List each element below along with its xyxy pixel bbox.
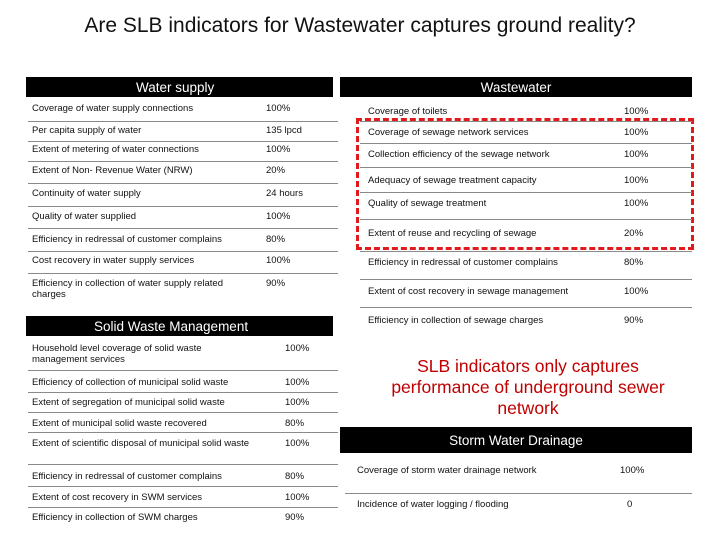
- swm-row-value: 100%: [285, 492, 310, 503]
- swm-row-label: Efficiency in collection of SWM charges: [32, 512, 198, 523]
- row-divider: [28, 161, 338, 162]
- swm-row-label: Extent of cost recovery in SWM services: [32, 492, 202, 503]
- sw-row-value: 0: [627, 499, 633, 510]
- row-divider: [360, 192, 692, 193]
- ww-row-label: Adequacy of sewage treatment capacity: [368, 175, 537, 186]
- row-divider: [360, 143, 692, 144]
- ws-row-label: Coverage of water supply connections: [32, 103, 194, 114]
- ws-row-value: 100%: [266, 211, 291, 222]
- ws-row-label: Per capita supply of water: [32, 125, 142, 136]
- ws-row-value: 135 lpcd: [266, 125, 302, 136]
- ws-row-label: Efficiency in collection of water supply…: [32, 278, 223, 300]
- ws-row-label: Efficiency in redressal of customer comp…: [32, 234, 222, 245]
- ww-row-value: 20%: [624, 228, 644, 239]
- row-divider: [28, 370, 338, 371]
- swm-row-label: Household level coverage of solid waste …: [32, 343, 202, 365]
- ww-row-value: 90%: [624, 315, 644, 326]
- ww-row-value: 100%: [624, 198, 649, 209]
- swm-row-value: 100%: [285, 343, 310, 354]
- wastewater-header: Wastewater: [340, 77, 692, 97]
- storm-water-header-label: Storm Water Drainage: [449, 432, 583, 448]
- row-divider: [28, 183, 338, 184]
- ws-row-label: Cost recovery in water supply services: [32, 255, 195, 266]
- ws-row-value: 90%: [266, 278, 286, 289]
- swm-row-label: Efficiency in redressal of customer comp…: [32, 471, 222, 482]
- row-divider: [360, 167, 692, 168]
- ww-row-label: Efficiency in collection of sewage charg…: [368, 315, 544, 326]
- sewer-network-highlight-box: [356, 118, 694, 250]
- swm-row-value: 90%: [285, 512, 305, 523]
- row-divider: [28, 121, 338, 122]
- ws-row-label: Extent of Non- Revenue Water (NRW): [32, 165, 193, 176]
- wastewater-header-label: Wastewater: [480, 79, 552, 95]
- ws-row-label: Continuity of water supply: [32, 188, 141, 199]
- row-divider: [345, 493, 692, 494]
- ws-row-value: 80%: [266, 234, 286, 245]
- ws-row-value: 24 hours: [266, 188, 303, 199]
- storm-water-header: Storm Water Drainage: [340, 427, 692, 453]
- water-supply-header: Water supply: [26, 77, 333, 97]
- ww-row-label: Efficiency in redressal of customer comp…: [368, 257, 558, 268]
- ws-row-value: 100%: [266, 103, 291, 114]
- row-divider: [28, 412, 338, 413]
- row-divider: [360, 307, 692, 308]
- ww-row-label: Quality of sewage treatment: [368, 198, 487, 209]
- row-divider: [28, 464, 338, 465]
- ww-row-label: Coverage of toilets: [368, 106, 448, 117]
- swm-row-label: Extent of scientific disposal of municip…: [32, 438, 250, 449]
- sw-row-label: Incidence of water logging / flooding: [357, 499, 509, 510]
- row-divider: [28, 141, 338, 142]
- water-supply-header-label: Water supply: [136, 79, 215, 95]
- row-divider: [360, 279, 692, 280]
- swm-row-label: Extent of municipal solid waste recovere…: [32, 418, 207, 429]
- ww-row-label: Collection efficiency of the sewage netw…: [368, 149, 550, 160]
- ww-row-value: 100%: [624, 106, 649, 117]
- ww-row-value: 80%: [624, 257, 644, 268]
- swm-row-value: 100%: [285, 397, 310, 408]
- row-divider: [360, 251, 692, 252]
- sw-row-label: Coverage of storm water drainage network: [357, 465, 537, 476]
- ws-row-value: 20%: [266, 165, 286, 176]
- row-divider: [360, 121, 692, 122]
- swm-row-value: 100%: [285, 438, 310, 449]
- swm-row-value: 80%: [285, 418, 305, 429]
- swm-row-value: 100%: [285, 377, 310, 388]
- swm-row-label: Extent of segregation of municipal solid…: [32, 397, 225, 408]
- sw-row-value: 100%: [620, 465, 645, 476]
- ww-row-label: Extent of reuse and recycling of sewage: [368, 228, 537, 239]
- solid-waste-header: Solid Waste Management: [26, 316, 333, 336]
- ww-row-value: 100%: [624, 175, 649, 186]
- row-divider: [28, 206, 338, 207]
- ww-row-label: Extent of cost recovery in sewage manage…: [368, 286, 569, 297]
- row-divider: [360, 219, 692, 220]
- swm-row-value: 80%: [285, 471, 305, 482]
- ww-row-label: Coverage of sewage network services: [368, 127, 529, 138]
- ww-row-value: 100%: [624, 149, 649, 160]
- row-divider: [28, 392, 338, 393]
- row-divider: [28, 228, 338, 229]
- solid-waste-header-label: Solid Waste Management: [94, 318, 249, 334]
- ws-row-value: 100%: [266, 255, 291, 266]
- ws-row-label: Extent of metering of water connections: [32, 144, 199, 155]
- swm-row-label: Efficiency of collection of municipal so…: [32, 377, 229, 388]
- row-divider: [28, 507, 338, 508]
- ws-row-label: Quality of water supplied: [32, 211, 137, 222]
- row-divider: [28, 273, 338, 274]
- sewer-network-note: SLB indicators only captures performance…: [391, 356, 665, 418]
- ws-row-value: 100%: [266, 144, 291, 155]
- row-divider: [28, 251, 338, 252]
- ww-row-value: 100%: [624, 127, 649, 138]
- row-divider: [28, 486, 338, 487]
- slide-title: Are SLB indicators for Wastewater captur…: [84, 14, 636, 37]
- row-divider: [28, 432, 338, 433]
- ww-row-value: 100%: [624, 286, 649, 297]
